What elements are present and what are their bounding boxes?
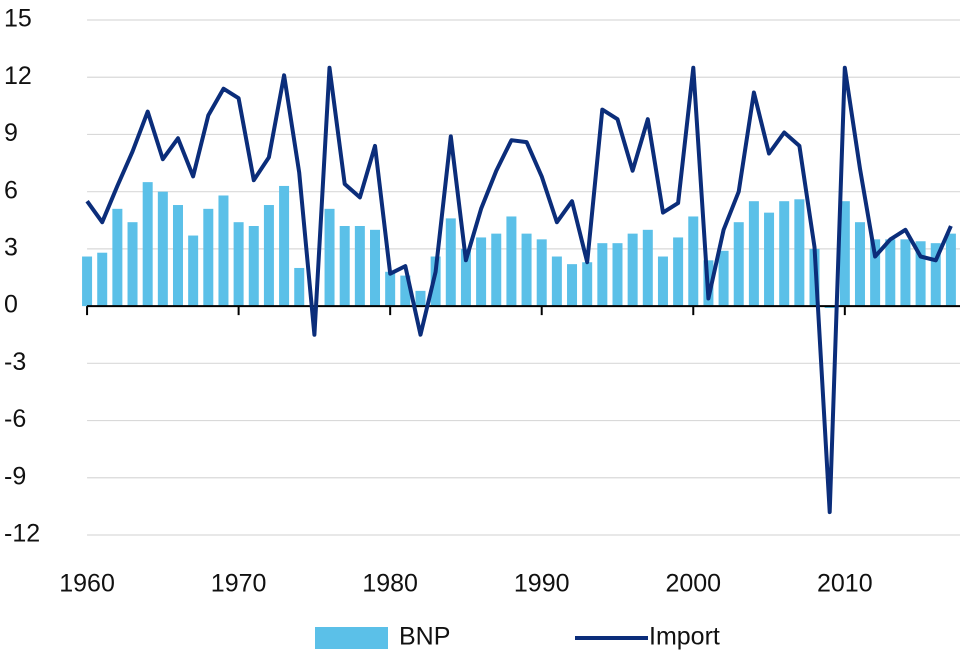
y-tick-label: -12 (4, 520, 40, 548)
bar (491, 233, 502, 307)
bar (415, 290, 426, 307)
bar (915, 241, 926, 307)
bar (885, 239, 896, 307)
bar (97, 252, 108, 307)
bar (142, 182, 153, 307)
bar (930, 243, 941, 307)
bar (233, 222, 244, 307)
bar (521, 233, 532, 307)
bar (506, 216, 517, 307)
bar (445, 218, 456, 307)
bar (582, 262, 593, 307)
y-tick-label: 12 (4, 62, 32, 90)
bar (172, 205, 183, 307)
bar (339, 226, 350, 307)
bar (263, 205, 274, 307)
bar (642, 229, 653, 307)
bar (612, 243, 623, 307)
bar (82, 256, 93, 307)
bar (354, 226, 365, 307)
bar (567, 264, 578, 307)
legend-label: BNP (399, 623, 450, 651)
x-tick-label: 1990 (514, 570, 570, 598)
bar (900, 239, 911, 307)
bar (460, 248, 471, 307)
bar (112, 208, 123, 307)
bar (430, 256, 441, 307)
bar (764, 212, 775, 307)
y-tick-label: 6 (4, 176, 18, 204)
bar (551, 256, 562, 307)
x-tick-label: 1980 (362, 570, 418, 598)
bar (870, 239, 881, 307)
bar (188, 235, 199, 307)
bar (733, 222, 744, 307)
legend-swatch (315, 627, 388, 649)
bar (627, 233, 638, 307)
bar (854, 222, 865, 307)
bar (688, 216, 699, 307)
bar (839, 201, 850, 307)
bar (536, 239, 547, 307)
bar (248, 226, 259, 307)
bar (657, 256, 668, 307)
x-tick-label: 2000 (665, 570, 721, 598)
y-tick-label: -9 (4, 462, 26, 490)
line (85, 65, 953, 515)
bar (945, 233, 956, 307)
bar (157, 191, 168, 307)
bar (673, 237, 684, 307)
bar (294, 267, 305, 307)
x-tick-label: 1960 (59, 570, 115, 598)
bar (203, 208, 214, 307)
y-tick-label: 3 (4, 233, 18, 261)
y-tick-label: 15 (4, 5, 32, 33)
bar (597, 243, 608, 307)
bar (370, 229, 381, 307)
x-tick-label: 2010 (817, 570, 873, 598)
legend-label: Import (649, 623, 720, 651)
y-tick-label: -6 (4, 405, 26, 433)
bar (279, 185, 290, 307)
x-tick-label: 1970 (211, 570, 267, 598)
bar (400, 275, 411, 307)
bar (794, 199, 805, 307)
bar (385, 271, 396, 307)
bar (324, 208, 335, 307)
y-tick-label: 0 (4, 291, 18, 319)
bar (127, 222, 138, 307)
y-tick-label: 9 (4, 119, 18, 147)
y-tick-label: -3 (4, 348, 26, 376)
bar (748, 201, 759, 307)
bar (779, 201, 790, 307)
bar (476, 237, 487, 307)
bar (718, 250, 729, 307)
bar (218, 195, 229, 307)
